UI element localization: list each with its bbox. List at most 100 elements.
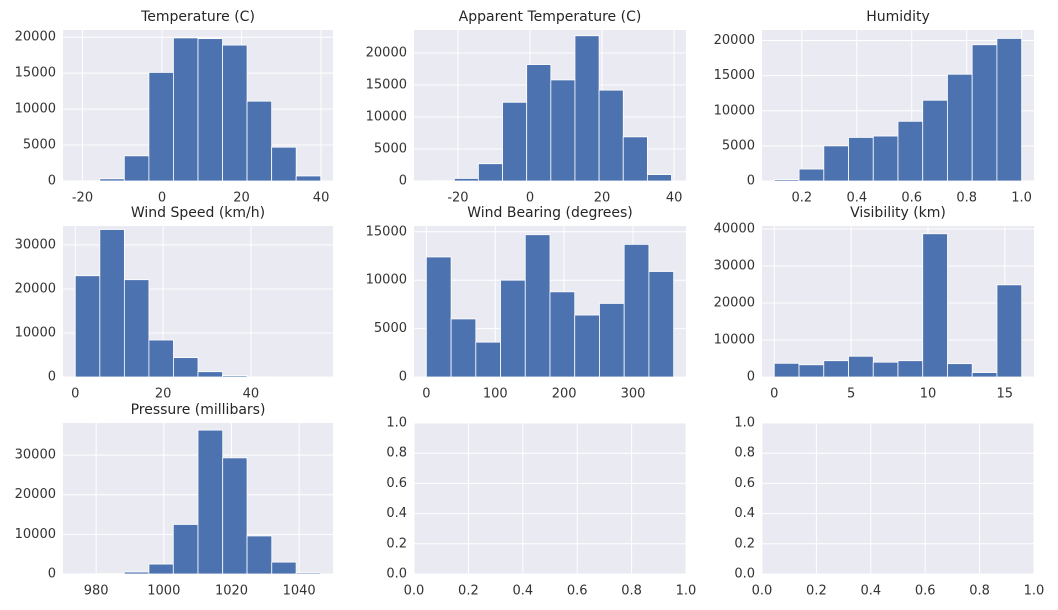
bar bbox=[74, 275, 101, 378]
bar bbox=[922, 99, 948, 182]
y-tick-label: 1.0 bbox=[386, 416, 407, 431]
x-tick-label: 0.4 bbox=[846, 191, 867, 206]
x-tick-label: 1000 bbox=[147, 584, 180, 599]
bar bbox=[295, 175, 322, 182]
x-tick-label: 0.0 bbox=[404, 584, 425, 599]
bar bbox=[773, 179, 800, 182]
y-tick-label: 30000 bbox=[15, 237, 56, 252]
bar bbox=[453, 178, 479, 182]
x-tick-label: 0.6 bbox=[915, 584, 936, 599]
y-tick-label: 10000 bbox=[366, 110, 407, 125]
x-tick-label: 0 bbox=[71, 387, 79, 402]
bar bbox=[173, 37, 199, 182]
bar bbox=[550, 79, 576, 182]
bar bbox=[123, 571, 150, 575]
y-tick-label: 30000 bbox=[15, 448, 56, 463]
x-tick-label: 200 bbox=[552, 387, 577, 402]
bar bbox=[648, 271, 675, 378]
y-tick-label: 5000 bbox=[374, 142, 407, 157]
x-tick-label: -20 bbox=[72, 191, 93, 206]
x-tick-label: 1020 bbox=[215, 584, 248, 599]
bar bbox=[622, 136, 648, 182]
bar bbox=[173, 357, 199, 378]
x-tick-label: 0.4 bbox=[512, 584, 533, 599]
bar bbox=[623, 243, 650, 378]
bar bbox=[848, 137, 874, 182]
bar bbox=[599, 303, 625, 378]
bar bbox=[222, 457, 248, 575]
bar bbox=[526, 64, 552, 182]
x-tick-label: 0.2 bbox=[458, 584, 479, 599]
y-tick-label: 30000 bbox=[714, 258, 755, 273]
x-tick-label: 5 bbox=[847, 387, 855, 402]
x-tick-label: 0.2 bbox=[791, 191, 812, 206]
bar bbox=[271, 561, 297, 575]
y-tick-label: 5000 bbox=[374, 321, 407, 336]
bar bbox=[502, 101, 528, 182]
bar bbox=[574, 314, 600, 378]
y-tick-label: 0 bbox=[747, 370, 755, 385]
bar bbox=[947, 363, 973, 378]
subplot-title: Humidity bbox=[866, 9, 929, 25]
y-tick-label: 20000 bbox=[366, 46, 407, 61]
bar bbox=[172, 524, 199, 575]
bar bbox=[549, 291, 576, 378]
bar bbox=[798, 168, 825, 182]
x-tick-label: 0.8 bbox=[621, 584, 642, 599]
y-tick-label: 0.6 bbox=[734, 476, 755, 491]
y-tick-label: 0 bbox=[48, 370, 56, 385]
y-tick-label: 15000 bbox=[366, 78, 407, 93]
bar bbox=[773, 362, 800, 378]
x-tick-label: 0.2 bbox=[806, 584, 827, 599]
bar bbox=[246, 535, 273, 575]
bar bbox=[971, 44, 998, 182]
bar bbox=[295, 572, 322, 575]
bar bbox=[475, 341, 501, 378]
y-tick-label: 0.6 bbox=[386, 476, 407, 491]
subplot-title: Visibility (km) bbox=[850, 205, 946, 221]
y-tick-label: 20000 bbox=[714, 295, 755, 310]
x-tick-label: 0 bbox=[770, 387, 778, 402]
y-tick-label: 20000 bbox=[15, 30, 56, 45]
bar bbox=[524, 234, 551, 378]
y-tick-label: 0 bbox=[399, 370, 407, 385]
bar bbox=[646, 174, 672, 182]
y-tick-label: 10000 bbox=[15, 325, 56, 340]
y-tick-label: 0.4 bbox=[734, 506, 755, 521]
x-tick-label: 0.4 bbox=[860, 584, 881, 599]
x-tick-label: 0.8 bbox=[969, 584, 990, 599]
bar bbox=[148, 339, 174, 378]
y-tick-label: 0.0 bbox=[734, 567, 755, 582]
bar bbox=[897, 360, 924, 378]
x-tick-label: 20 bbox=[155, 387, 172, 402]
x-tick-label: 1.0 bbox=[676, 584, 697, 599]
y-tick-label: 0.8 bbox=[386, 446, 407, 461]
y-tick-label: 0 bbox=[48, 567, 56, 582]
bar bbox=[798, 364, 825, 378]
bar bbox=[996, 38, 1023, 182]
bar bbox=[450, 318, 477, 378]
x-tick-label: 1.0 bbox=[1011, 191, 1032, 206]
bar bbox=[197, 38, 223, 182]
bar bbox=[425, 256, 452, 378]
y-tick-label: 20000 bbox=[714, 33, 755, 48]
y-tick-label: 20000 bbox=[15, 487, 56, 502]
x-tick-label: 0 bbox=[158, 191, 166, 206]
y-tick-label: 10000 bbox=[15, 527, 56, 542]
bar bbox=[971, 372, 998, 378]
y-tick-label: 10000 bbox=[366, 273, 407, 288]
bar bbox=[99, 229, 125, 378]
bar bbox=[947, 73, 973, 182]
bar bbox=[197, 429, 224, 575]
bar bbox=[222, 44, 248, 182]
x-tick-label: 40 bbox=[243, 387, 260, 402]
bar bbox=[222, 375, 248, 378]
subplot-title: Temperature (C) bbox=[140, 9, 255, 25]
y-tick-label: 0 bbox=[399, 174, 407, 189]
x-tick-label: 10 bbox=[920, 387, 937, 402]
x-tick-label: 0 bbox=[526, 191, 534, 206]
bar bbox=[872, 361, 899, 378]
y-tick-label: 0.8 bbox=[734, 446, 755, 461]
y-tick-label: 10000 bbox=[714, 332, 755, 347]
